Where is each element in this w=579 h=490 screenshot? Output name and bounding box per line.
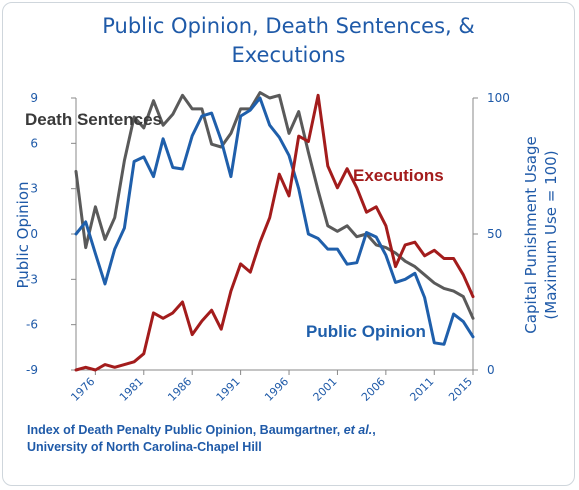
left-tick-label: 0 bbox=[30, 227, 38, 241]
chart-card: Public Opinion, Death Sentences, & Execu… bbox=[2, 2, 575, 486]
x-tick-label: 2011 bbox=[407, 375, 436, 404]
y-axis-label-left: Public Opinion bbox=[14, 181, 32, 288]
annotation-public-opinion: Public Opinion bbox=[306, 322, 426, 341]
source-line-1: Index of Death Penalty Public Opinion, B… bbox=[27, 423, 376, 437]
x-tick-label: 2006 bbox=[359, 375, 388, 404]
x-tick-label: 2015 bbox=[446, 375, 475, 404]
series-line-public-opinion bbox=[74, 96, 475, 346]
source-line-2: University of North Carolina-Chapel Hill bbox=[27, 440, 262, 454]
left-tick-label: 6 bbox=[30, 136, 38, 150]
series-line-executions bbox=[74, 93, 475, 372]
x-tick-label: 2001 bbox=[311, 375, 340, 404]
x-tick-label: 1996 bbox=[262, 375, 291, 404]
series-line-death-sentences bbox=[74, 91, 475, 320]
left-tick-label: -3 bbox=[26, 272, 38, 286]
left-tick-label: -9 bbox=[26, 363, 38, 377]
left-tick-label: 9 bbox=[30, 91, 38, 105]
annotation-death-sentences: Death Sentences bbox=[25, 110, 162, 129]
left-axis-ticks: 9 6 3 0 -3 -6 -9 bbox=[26, 91, 76, 377]
source-text-b: , bbox=[372, 423, 376, 437]
x-tick-label: 1991 bbox=[214, 375, 243, 404]
chart-plot: 9 6 3 0 -3 -6 -9 100 50 0 1976 1981 1986 1991 1996 20… bbox=[14, 91, 560, 404]
x-tick-label: 1986 bbox=[165, 375, 194, 404]
source-text-a: Index of Death Penalty Public Opinion, B… bbox=[27, 423, 344, 437]
chart-title-line-1: Public Opinion, Death Sentences, & bbox=[102, 14, 475, 38]
x-axis-ticks: 1976 1981 1986 1991 1996 2001 2006 2011 2015 bbox=[68, 370, 475, 404]
y-axis-label-right-line-2: (Maximum Use = 100) bbox=[542, 150, 560, 319]
x-tick-label: 1976 bbox=[68, 375, 97, 404]
right-tick-label: 100 bbox=[487, 91, 510, 105]
left-tick-label: 3 bbox=[30, 182, 38, 196]
chart-title-line-2: Executions bbox=[231, 43, 346, 67]
left-tick-label: -6 bbox=[26, 318, 38, 332]
right-tick-label: 50 bbox=[487, 227, 502, 241]
x-tick-label: 1981 bbox=[117, 375, 146, 404]
right-tick-label: 0 bbox=[487, 363, 495, 377]
y-axis-label-right-line-1: Capital Punishment Usage bbox=[522, 136, 540, 333]
source-text-et-al: et al. bbox=[343, 423, 373, 437]
series-layer bbox=[74, 91, 475, 372]
right-axis-ticks: 100 50 0 bbox=[473, 91, 510, 377]
annotation-executions: Executions bbox=[353, 166, 444, 185]
